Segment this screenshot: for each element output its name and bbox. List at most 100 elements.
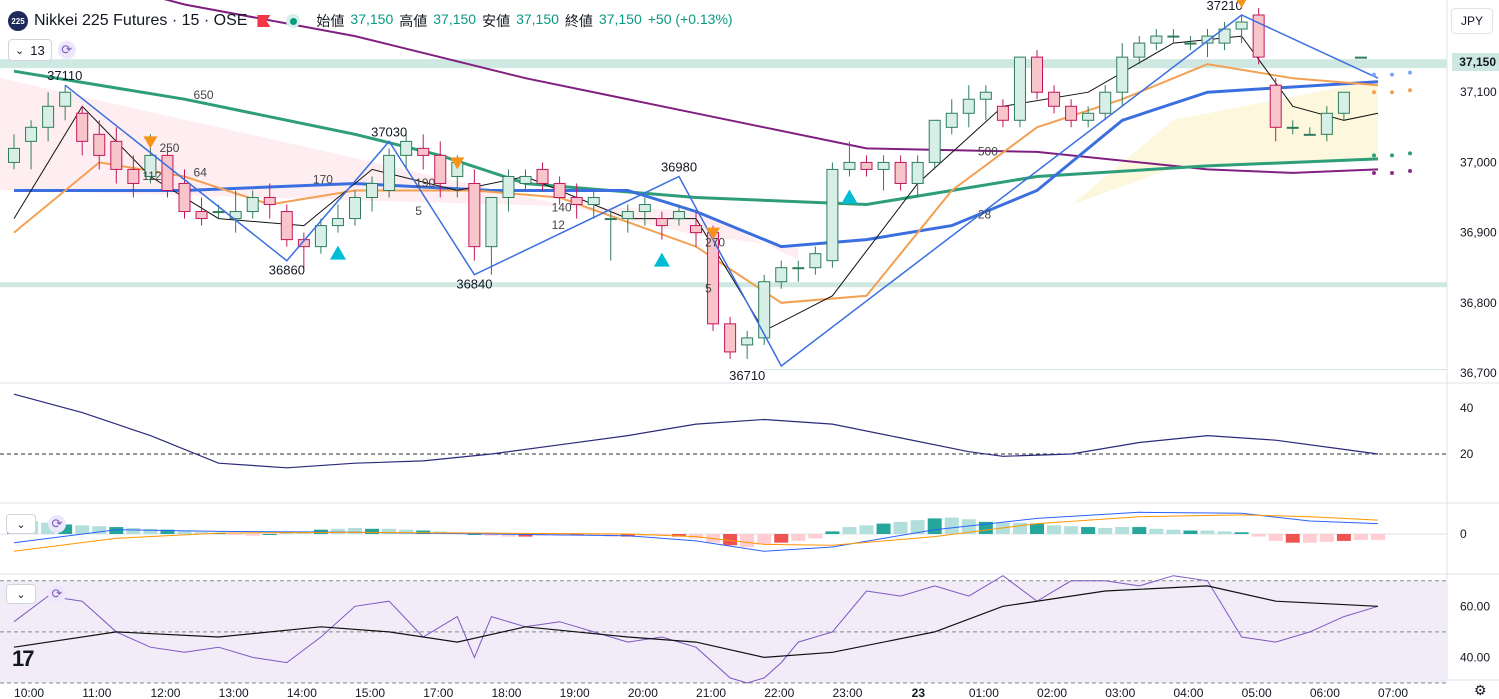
macd-histogram-bar [1115, 527, 1130, 534]
volume-label: 500 [978, 144, 998, 158]
projection-dot [1408, 151, 1412, 156]
candle-body [195, 211, 208, 220]
candle-body [587, 197, 600, 206]
volume-label: 270 [705, 236, 725, 250]
volume-label: 64 [194, 165, 208, 179]
macd-histogram-bar [1336, 534, 1351, 541]
candle-body [928, 119, 941, 163]
buy-signal-marker [329, 245, 346, 260]
refresh-icon[interactable]: ⟳ [57, 41, 76, 59]
macd-histogram-bar [518, 534, 533, 537]
macd-histogram-bar [1183, 530, 1198, 534]
low-value: 37,150 [516, 11, 559, 27]
macd-histogram-bar [75, 525, 90, 534]
time-axis-label: 06:00 [1310, 686, 1340, 698]
macd-histogram-bar [944, 517, 959, 534]
buy-signal-marker [653, 252, 670, 267]
candle-body [144, 154, 157, 177]
candle-body [638, 204, 651, 213]
stoch-collapse-button[interactable]: ⌄ [6, 584, 36, 604]
time-axis-label: 10:00 [14, 686, 44, 698]
candle-body [366, 182, 379, 199]
symbol-title[interactable]: Nikkei 225 Futures · 15 · OSE [34, 12, 248, 29]
candle-body [1286, 126, 1299, 129]
candle-body [8, 147, 20, 163]
macd-histogram-bar [740, 534, 755, 547]
candle-body [621, 211, 634, 220]
refresh-icon[interactable]: ⟳ [48, 515, 66, 533]
macd-histogram-bar [774, 534, 789, 543]
projection-dot [1390, 90, 1394, 95]
sell-signal-marker [450, 157, 465, 170]
candle-body [383, 154, 396, 191]
macd-histogram-bar [228, 534, 243, 535]
macd-histogram-bar [262, 534, 277, 535]
time-axis-label: 03:00 [1105, 686, 1135, 698]
candle-body [93, 133, 106, 156]
macd-histogram-bar [842, 527, 857, 534]
macd-histogram-bar [330, 528, 345, 534]
currency-selector[interactable]: JPY [1451, 8, 1493, 34]
indicator-toolbar: ⌄ 13 ⟳ [8, 39, 76, 61]
macd-histogram-bar [177, 531, 192, 534]
tradingview-logo-icon[interactable]: 17 [12, 646, 35, 671]
rsi-axis-label: 40 [1460, 401, 1474, 415]
volume-label: 650 [194, 88, 214, 102]
refresh-icon[interactable]: ⟳ [48, 585, 66, 603]
macd-histogram-bar [893, 521, 908, 534]
macd-histogram-bar [1047, 525, 1062, 534]
candle-body [1031, 56, 1043, 93]
time-axis-label: 05:00 [1242, 686, 1272, 698]
zigzag-label: 36980 [661, 159, 697, 174]
projection-dot [1408, 88, 1412, 93]
candle-body [604, 218, 617, 221]
candle-body [775, 267, 788, 283]
candle-body [809, 253, 822, 269]
macd-histogram-bar [245, 534, 260, 536]
volume-label: 5 [415, 204, 422, 218]
macd-histogram-bar [859, 525, 874, 534]
macd-histogram-bar [1251, 534, 1266, 537]
zigzag-label: 37210 [1207, 0, 1243, 13]
macd-histogram-bar [126, 527, 141, 534]
projection-dot [1390, 153, 1394, 158]
candle-body [502, 175, 515, 199]
time-axis-label: 14:00 [287, 686, 317, 698]
high-label: 高値 [399, 13, 428, 29]
candle-body [724, 323, 737, 353]
flag-icon[interactable] [257, 15, 271, 27]
macd-histogram-bar [348, 527, 362, 534]
candle-body [1150, 35, 1163, 44]
zigzag-label: 37030 [371, 124, 407, 139]
volume-label: 112 [142, 169, 161, 183]
macd-histogram-bar [1319, 534, 1334, 542]
candle-body [434, 154, 447, 184]
candle-body [297, 239, 310, 248]
macd-histogram-bar [160, 529, 175, 534]
projection-dot [1372, 170, 1376, 175]
candle-body [1082, 112, 1095, 121]
candle-body [127, 168, 140, 184]
chevron-down-icon: ⌄ [15, 44, 25, 57]
macd-histogram-bar [1200, 530, 1215, 534]
macd-collapse-button[interactable]: ⌄ [6, 514, 36, 534]
close-value: 37,150 [598, 11, 642, 27]
volume-label: 190 [415, 176, 435, 190]
time-axis-label: 11:00 [82, 686, 111, 698]
candle-body [962, 98, 975, 114]
candle-body [570, 197, 583, 206]
macd-histogram-bar [808, 534, 823, 539]
indicator-collapse-button[interactable]: ⌄ 13 [8, 39, 52, 61]
close-label: 終値 [564, 13, 593, 29]
macd-histogram-bar [194, 532, 209, 534]
macd-histogram-bar [1302, 534, 1317, 543]
candle-body [1252, 14, 1265, 58]
change-value: +50 (+0.13%) [647, 11, 733, 27]
stoch-axis-label: 40.00 [1460, 650, 1490, 664]
gear-icon[interactable]: ⚙ [1474, 682, 1487, 698]
candle-body [110, 140, 123, 170]
candle-body [1013, 56, 1026, 121]
candle-body [1218, 28, 1231, 44]
candle-body [417, 147, 430, 156]
